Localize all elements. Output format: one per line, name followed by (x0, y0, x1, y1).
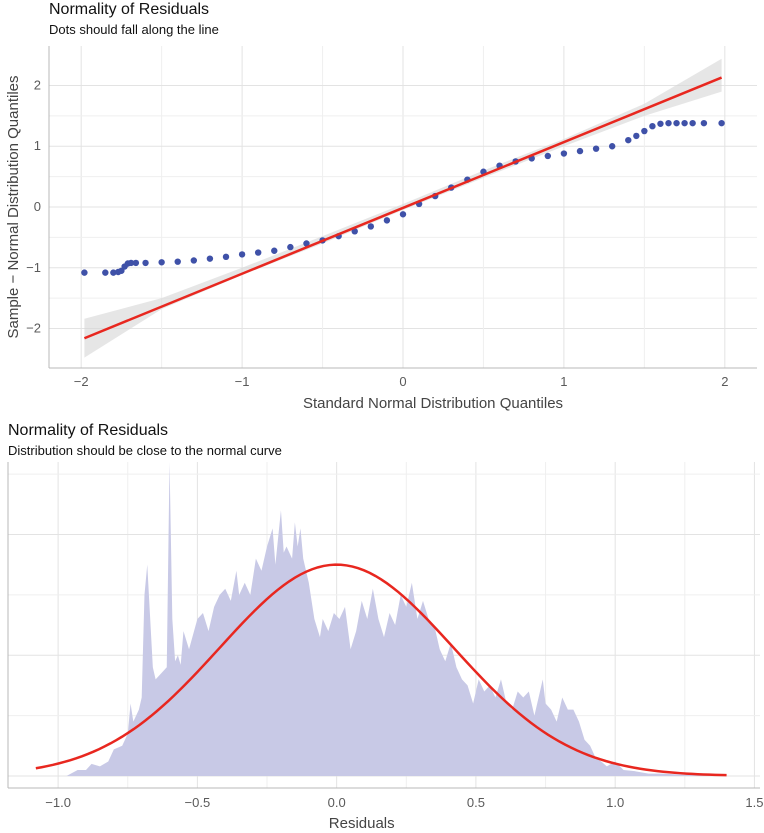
qq-point (657, 120, 664, 127)
qq-point (222, 253, 230, 261)
qq-point (665, 119, 672, 127)
x-tick-label: −0.5 (185, 795, 211, 810)
x-tick-label: 0 (399, 374, 406, 389)
density-plot-title: Normality of Residuals (8, 422, 169, 439)
qq-point (102, 269, 109, 276)
qq-point (158, 259, 165, 266)
qq-plot-subtitle: Dots should fall along the line (49, 22, 219, 37)
qq-point (303, 240, 310, 247)
qq-point (673, 119, 680, 127)
x-tick-label: 0.0 (328, 795, 346, 810)
x-tick-label: 1.0 (606, 795, 624, 810)
normal-curve (35, 563, 727, 777)
qq-point (718, 119, 725, 127)
qq-point (608, 143, 616, 150)
qq-point (700, 119, 708, 127)
qq-point (132, 259, 140, 267)
qq-point (625, 136, 632, 144)
density-area (66, 462, 716, 776)
reference-line (83, 76, 723, 340)
qq-point (383, 217, 391, 224)
qq-point (81, 269, 88, 276)
qq-point (351, 228, 358, 235)
qq-point (206, 255, 214, 262)
qq-plot-chart: −2 −1 0 1 2 −2 −1 0 1 2 Standard Normal Distributi… (5, 46, 757, 412)
x-tick-label: −1 (235, 374, 250, 389)
qq-point (681, 119, 688, 127)
qq-point (641, 127, 648, 135)
x-tick-label: 2 (721, 374, 728, 389)
qq-point (544, 152, 552, 160)
x-axis-label: Standard Normal Distribution Quantiles (303, 395, 563, 412)
y-axis-label: Sample − Normal Distribution Quantiles (5, 75, 22, 338)
qq-point (399, 211, 407, 218)
qq-point (649, 122, 656, 130)
qq-point (592, 145, 600, 152)
qq-point (576, 147, 584, 155)
y-tick-label: 0 (34, 199, 41, 214)
x-tick-label: 1 (560, 374, 567, 389)
x-tick-label: 0.5 (467, 795, 485, 810)
y-tick-label: 2 (34, 77, 41, 92)
qq-point (560, 150, 568, 157)
qq-plot-panel: Normality of Residuals Dots should fall … (0, 0, 764, 416)
qq-point (633, 132, 640, 140)
qq-point (689, 119, 696, 127)
density-plot-subtitle: Distribution should be close to the norm… (8, 443, 282, 458)
y-tick-label: −2 (26, 321, 41, 336)
x-tick-label: −2 (74, 374, 89, 389)
x-tick-label: 1.5 (745, 795, 763, 810)
x-axis-label: Residuals (329, 815, 395, 832)
density-plot-chart: −1.0 −0.5 0.0 0.5 1.0 1.5 Residuals (7, 462, 763, 832)
qq-point (254, 249, 262, 256)
qq-point (110, 269, 117, 276)
qq-point (127, 259, 135, 267)
density-plot-panel: Normality of Residuals Distribution shou… (0, 416, 764, 833)
qq-point (367, 223, 375, 230)
qq-point (238, 251, 246, 258)
y-tick-label: 1 (34, 138, 41, 153)
y-tick-label: −1 (26, 260, 41, 275)
qq-plot-title: Normality of Residuals (49, 1, 210, 18)
qq-point (287, 243, 294, 251)
qq-point (142, 259, 149, 267)
qq-point (190, 257, 198, 264)
qq-point (271, 247, 278, 254)
x-tick-label: −1.0 (45, 795, 71, 810)
qq-point (174, 258, 181, 265)
